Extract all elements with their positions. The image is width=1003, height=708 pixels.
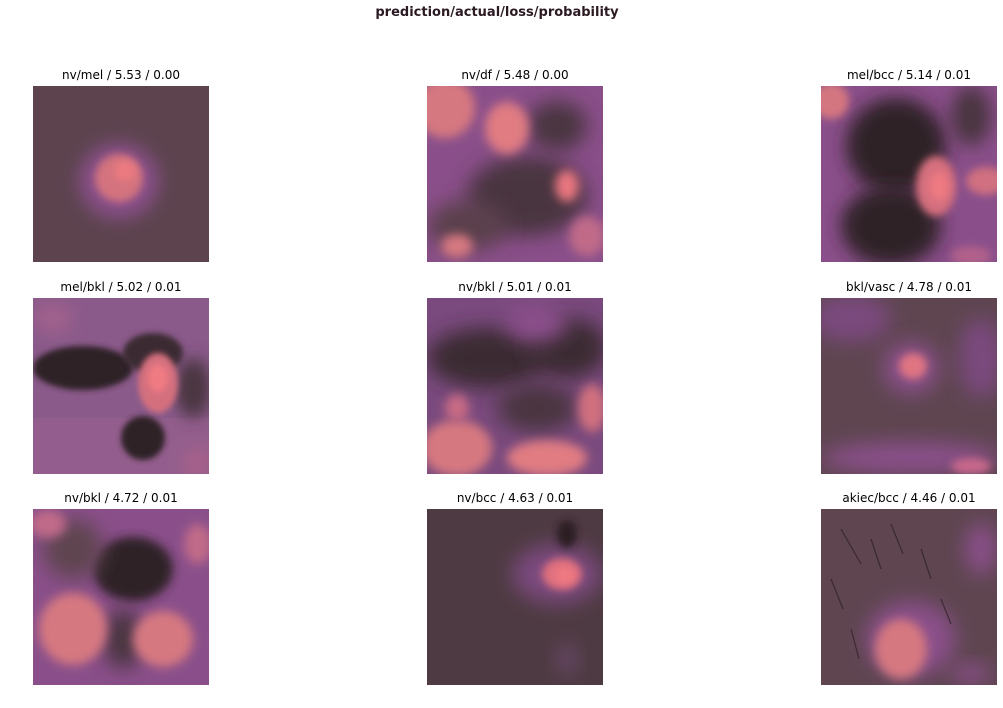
heatmap-panel: nv/bkl / 5.01 / 0.01 — [427, 279, 603, 475]
panel-title: bkl/vasc / 4.78 / 0.01 — [845, 280, 973, 294]
panel-title: nv/mel / 5.53 / 0.00 — [62, 68, 180, 82]
figure-title: prediction/actual/loss/probability — [375, 5, 619, 20]
heatmap-panel: nv/bkl / 4.72 / 0.01 — [33, 490, 209, 686]
heatmap-image — [427, 509, 603, 685]
panel-title: akiec/bcc / 4.46 / 0.01 — [842, 491, 976, 505]
heatmap-panel: mel/bkl / 5.02 / 0.01 — [33, 279, 209, 475]
panel-title: nv/bcc / 4.63 / 0.01 — [456, 491, 574, 505]
heatmap-panel: nv/bcc / 4.63 / 0.01 — [427, 490, 603, 686]
heatmap-image — [821, 86, 997, 262]
panel-title: nv/bkl / 4.72 / 0.01 — [64, 491, 178, 505]
panel-title: nv/bkl / 5.01 / 0.01 — [458, 280, 572, 294]
panel-title: mel/bcc / 5.14 / 0.01 — [846, 68, 972, 82]
panel-title: nv/df / 5.48 / 0.00 — [461, 68, 569, 82]
heatmap-image — [33, 86, 209, 262]
heatmap-image — [33, 298, 209, 474]
panel-title: mel/bkl / 5.02 / 0.01 — [60, 280, 182, 294]
heatmap-image — [821, 509, 997, 685]
heatmap-image — [427, 298, 603, 474]
heatmap-image — [427, 86, 603, 262]
heatmap-panel: akiec/bcc / 4.46 / 0.01 — [821, 490, 997, 686]
heatmap-image — [33, 509, 209, 685]
heatmap-panel: nv/df / 5.48 / 0.00 — [427, 67, 603, 263]
heatmap-image — [821, 298, 997, 474]
heatmap-panel: nv/mel / 5.53 / 0.00 — [33, 67, 209, 263]
heatmap-panel: mel/bcc / 5.14 / 0.01 — [821, 67, 997, 263]
heatmap-panel: bkl/vasc / 4.78 / 0.01 — [821, 279, 997, 475]
